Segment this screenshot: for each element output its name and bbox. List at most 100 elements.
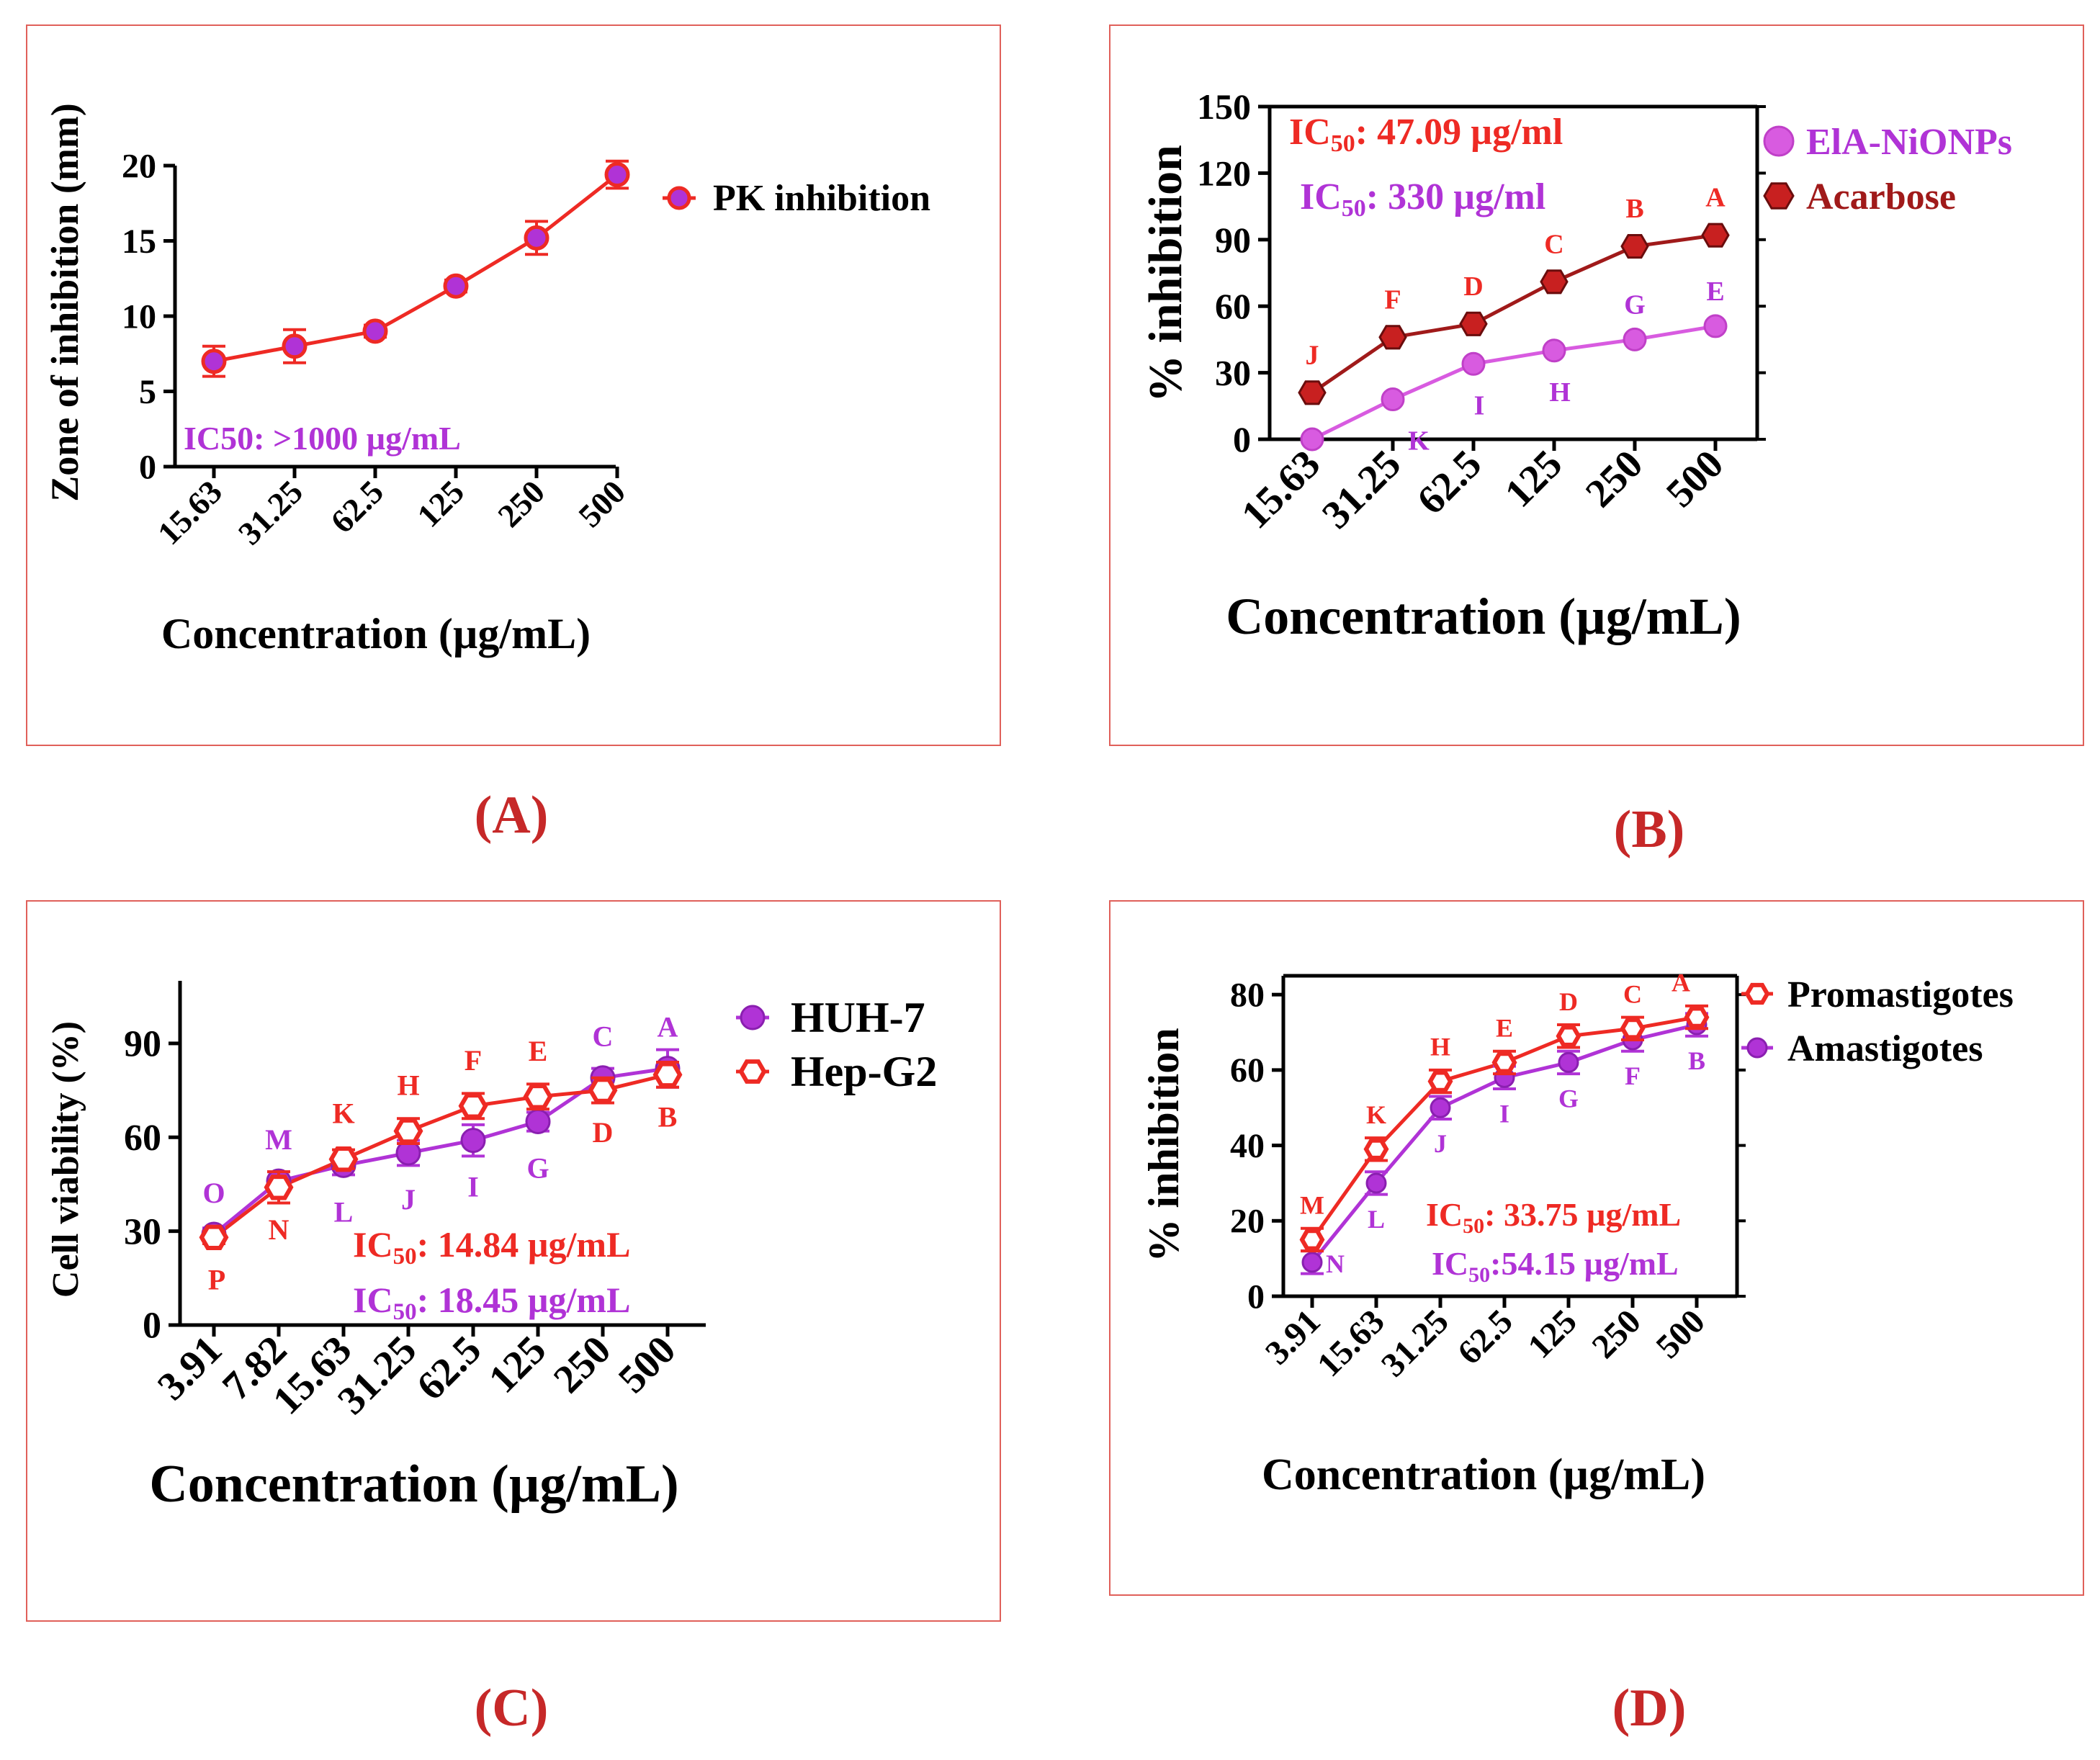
panel-b-legend-nionp-label: ElA-NiONPs [1806,122,2012,163]
panel-b-y-tick-label: 0 [1233,419,1251,459]
panel-c-hepg2-letter: E [529,1035,548,1067]
panel-d-x-tick-label: 500 [1648,1302,1712,1365]
panel-c-hepg2-letter: B [658,1100,678,1133]
panel-d-amastigotes-letter: G [1558,1084,1579,1113]
panel-c-legend-hepg2-marker [738,1059,767,1084]
panel-b-ic50-acarbose: IC50: 47.09 µg/ml [1289,112,1563,157]
panel-b-nionp-letter: G [1624,289,1646,320]
panel-a-y-axis-title: Zone of inhibition (mm) [43,103,86,502]
panel-d-promastigotes-letter: K [1366,1100,1386,1129]
panel-b-nionp-point [1703,314,1728,338]
panel-c-huh7-letter: M [265,1123,292,1156]
panel-b-acarbose-point [1378,325,1407,350]
panel-b-x-tick-label: 500 [1658,441,1732,516]
panel-c-hepg2-letter: H [397,1069,419,1102]
panel-c-hepg2-point [328,1146,359,1172]
panel-c-hepg2-point [652,1061,683,1088]
panel-c-legend-huh7-marker [740,1005,766,1031]
panel-d-amastigotes-point [1430,1097,1451,1118]
panel-d-promastigotes-letter: D [1559,987,1578,1016]
panel-a-x-axis-title: Concentration (µg/mL) [161,610,591,657]
panel-b-acarbose-letter: C [1544,229,1563,259]
panel-d-amastigotes-point [1558,1051,1579,1073]
panel-a-x-tick-label: 500 [571,473,632,534]
panel-label-d: (D) [1612,1679,1687,1738]
panel-b-x-tick-label: 125 [1497,441,1571,516]
panel-b-nionp-letter: E [1706,277,1724,307]
panel-c-x-tick-label: 500 [610,1327,684,1401]
panel-b-nionp-letter: I [1474,390,1485,421]
panel-c-ic50-huh7: IC50: 18.45 µg/mL [353,1280,630,1325]
panel-d-x-tick-label: 250 [1584,1302,1648,1365]
panel-d-amastigotes-letter: B [1688,1046,1705,1075]
panel-d-promastigotes-point [1620,1018,1646,1040]
panel-d-x-tick-label: 31.25 [1374,1302,1456,1384]
panel-a-x-tick-label: 15.63 [151,473,229,552]
panel-d-promastigotes-letter: M [1300,1190,1324,1219]
panel-a-ic50-annotation: IC50: >1000 µg/mL [184,420,461,457]
panel-d-legend-amastigotes-marker [1746,1037,1768,1059]
panel-a-y-tick-label: 20 [122,147,156,185]
panel-c-hepg2-letter: N [269,1213,290,1246]
panel-d-legend-amastigotes-label: Amastigotes [1787,1028,1983,1069]
panel-label-b: (B) [1613,800,1685,859]
panel-d-amastigotes-letter: N [1326,1249,1345,1278]
panel-b-nionp-letter: H [1549,377,1571,408]
panel-d-y-axis-title: % inhibition [1140,1028,1188,1262]
panel-c-x-tick-label: 62.5 [408,1327,490,1409]
panel-a-y-tick-label: 10 [122,297,156,336]
panel-label-a: (A) [474,786,549,845]
panel-a-x-tick-label: 62.5 [323,473,390,540]
panel-b-acarbose-letter: J [1306,340,1319,370]
panel-c-y-tick-label: 60 [124,1118,161,1159]
panel-c-hepg2-point [458,1093,488,1119]
panel-c-legend-huh7-label: HUH-7 [791,994,925,1041]
panel-d-promastigotes-point [1556,1025,1581,1047]
panel-d-ic50-amastigotes: IC50:54.15 µg/mL [1432,1245,1679,1287]
panel-a-y-tick-label: 5 [139,373,156,411]
panel-b-x-tick-label: 250 [1577,441,1651,516]
panel-d-promastigotes-point [1684,1006,1710,1028]
panel-d-promastigotes-point [1299,1229,1325,1251]
panel-d-promastigotes-point [1491,1051,1517,1074]
panel-b-nionp-line [1311,324,1716,441]
panel-d-x-tick-label: 125 [1520,1302,1584,1365]
panel-a-x-tick-label: 125 [410,473,471,534]
panel-b-nionp-point [1623,327,1647,351]
panel-c-hepg2-point [264,1175,294,1200]
panel-c-hepg2-letter: D [593,1116,614,1149]
panel-c-frame [26,900,1001,1622]
panel-d-y-tick-label: 0 [1247,1278,1265,1316]
panel-d-amastigotes-point [1365,1172,1387,1194]
panel-c-hepg2-point [523,1084,553,1110]
panel-a-data-point [443,273,469,299]
panel-d-amastigotes-point [1301,1252,1323,1273]
panel-b-y-tick-label: 90 [1215,220,1251,260]
panel-d-frame [1109,900,2084,1596]
panel-c-hepg2-letter: K [332,1097,354,1130]
panel-a-data-point [282,333,308,359]
panel-c-huh7-letter: L [334,1195,354,1228]
panel-a-y-tick-label: 15 [122,223,156,261]
panel-a-legend-marker [667,186,691,210]
panel-b-nionp-point [1542,338,1566,363]
panel-c-hepg2-letter: F [465,1044,482,1077]
panel-d-promastigotes-letter: E [1496,1013,1513,1042]
panel-b-acarbose-point [1298,380,1327,405]
panel-c-legend-hepg2-label: Hep-G2 [791,1048,937,1095]
panel-d-x-tick-label: 15.63 [1310,1302,1392,1384]
panel-d-amastigotes-letter: J [1434,1129,1447,1158]
panel-b-y-axis-title: % inhibition [1139,145,1192,403]
panel-b-x-axis-title: Concentration (µg/mL) [1226,588,1741,645]
panel-b-acarbose-letter: A [1705,183,1726,213]
panel-c-hepg2-letter: P [208,1263,225,1296]
panel-c-x-tick-label: 250 [545,1327,619,1401]
panel-b-legend-acarbose-marker [1763,182,1795,210]
panel-c-hepg2-point [588,1077,618,1103]
panel-c-y-tick-label: 30 [124,1211,161,1252]
panel-c-huh7-letter: A [658,1011,678,1043]
panel-c-y-tick-label: 0 [143,1306,161,1347]
panel-a-data-point [362,318,388,344]
panel-a-data-point [604,162,630,188]
